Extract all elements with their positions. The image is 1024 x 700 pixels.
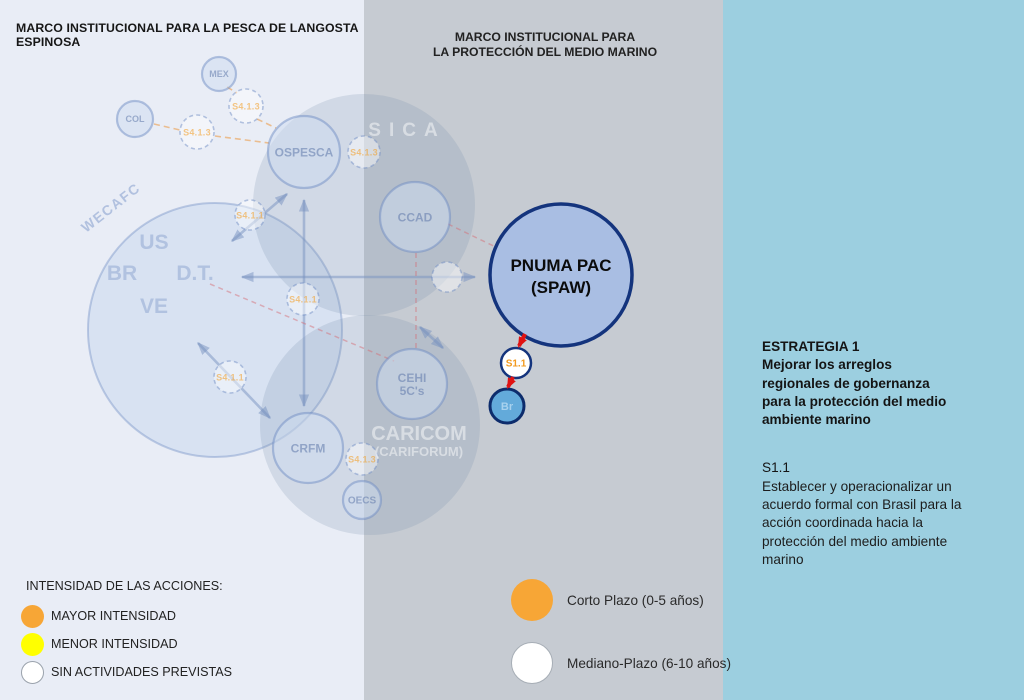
group-circle-wecafc xyxy=(87,202,343,458)
dashed-link-s413-ospesca-2 xyxy=(256,118,277,129)
legend-label: MENOR INTENSIDAD xyxy=(51,637,178,651)
node-label: MEX xyxy=(209,69,229,79)
strategy-item-text: Establecer y operacionalizar un acuerdo … xyxy=(762,478,962,567)
action-circle-s11 xyxy=(499,346,533,380)
legend-row: Mediano-Plazo (6-10 años) xyxy=(511,642,731,684)
node-pnuma-pac-spaw xyxy=(488,202,634,348)
legend-row: MAYOR INTENSIDAD xyxy=(21,602,232,630)
action-circle xyxy=(286,282,320,316)
node-label: COL xyxy=(126,114,146,124)
faded-action-circles: S4.1.3 S4.1.3 S4.1.3 S4.1.1 S4.1.1 S4.1.1 S4.1… xyxy=(179,88,463,476)
timeline-legend: Corto Plazo (0-5 años) Mediano-Plazo (6-… xyxy=(511,579,731,700)
action-label: S4.1.1 xyxy=(216,373,244,383)
pnuma-label-line1: PNUMA PAC xyxy=(510,256,611,275)
no-activity-dot-icon xyxy=(21,660,44,684)
member-label-us: US xyxy=(139,231,168,254)
action-circle xyxy=(179,114,215,150)
dashed-link-s413-ospesca xyxy=(214,135,270,144)
action-label: S4.1.1 xyxy=(289,295,317,305)
action-circle xyxy=(234,199,266,231)
group-label-wecafc: WECAFC xyxy=(78,179,143,235)
marine-panel-title: MARCO INSTITUCIONAL PARA LA PROTECCIÓN D… xyxy=(415,30,675,59)
action-label: S4.1.3 xyxy=(183,128,211,138)
strategy-subtitle: Mejorar los arreglos regionales de gober… xyxy=(762,357,947,428)
node-col xyxy=(115,99,155,139)
legend-label: Mediano-Plazo (6-10 años) xyxy=(567,655,731,671)
major-intensity-dot-icon xyxy=(21,604,44,628)
short-term-dot-icon xyxy=(511,579,553,621)
medium-term-dot-icon xyxy=(511,642,553,684)
member-label-br: BR xyxy=(107,262,137,285)
action-circle xyxy=(228,88,264,124)
strategy-panel-background xyxy=(723,0,1024,700)
intensity-legend-title: INTENSIDAD DE LAS ACCIONES: xyxy=(26,579,223,593)
dashed-link-dt-cehi xyxy=(209,283,395,362)
node-cehi xyxy=(375,347,449,421)
legend-label: MAYOR INTENSIDAD xyxy=(51,609,177,623)
faded-connector-lines xyxy=(153,86,507,419)
member-label-ve: VE xyxy=(140,295,168,318)
strategy-item-id: S1.1 xyxy=(762,460,790,476)
pnuma-label-line2: (SPAW) xyxy=(531,278,591,297)
action-circle xyxy=(431,261,463,293)
node-label: OSPESCA xyxy=(275,145,334,159)
node-crfm xyxy=(271,411,345,485)
dashed-link-mex-s413 xyxy=(226,86,238,94)
strategy-text-block: ESTRATEGIA 1 Mejorar los arreglos region… xyxy=(762,338,1004,569)
action-label-s11: S1.1 xyxy=(506,359,527,370)
member-label-dt: D.T. xyxy=(176,262,213,285)
minor-intensity-dot-icon xyxy=(21,632,44,656)
node-label: OECS xyxy=(348,496,377,507)
strategy-title: ESTRATEGIA 1 xyxy=(762,339,860,354)
node-oecs xyxy=(341,479,383,521)
legend-label: Corto Plazo (0-5 años) xyxy=(567,592,704,608)
node-mex xyxy=(200,55,238,93)
legend-row: Corto Plazo (0-5 años) xyxy=(511,579,731,621)
group-label-caricom: CARICOM xyxy=(371,423,467,445)
legend-label: SIN ACTIVIDADES PREVISTAS xyxy=(51,665,233,679)
group-label-sica: SICA xyxy=(368,120,445,141)
legend-row: MENOR INTENSIDAD xyxy=(21,630,232,658)
node-label: CRFM xyxy=(291,441,326,455)
node-brasil xyxy=(488,387,526,425)
node-label: CCAD xyxy=(398,210,433,224)
action-circle xyxy=(345,442,379,476)
strategy-red-arrows xyxy=(506,333,527,389)
dashed-link-ccad-pnuma xyxy=(447,223,507,253)
action-label: S4.1.1 xyxy=(236,211,264,221)
arrow-wecafc-ospesca xyxy=(231,193,288,242)
group-sublabel-caricom: (CARIFORUM) xyxy=(375,444,463,459)
highlighted-strategy-nodes: PNUMA PAC (SPAW) S1.1 Br xyxy=(488,202,634,425)
marine-panel-title-line2: LA PROTECCIÓN DEL MEDIO MARINO xyxy=(432,44,658,59)
dashed-link-col-s413 xyxy=(153,123,181,131)
legend-row: SIN ACTIVIDADES PREVISTAS xyxy=(21,658,232,686)
action-circle xyxy=(347,135,381,169)
red-arrow-s11-br xyxy=(506,376,516,389)
marine-panel-title-line1: MARCO INSTITUCIONAL PARA xyxy=(454,30,636,44)
arrow-wecafc-crfm xyxy=(197,342,271,419)
node-ospesca xyxy=(266,114,342,190)
action-label: S4.1.3 xyxy=(348,455,376,465)
intensity-legend: INTENSIDAD DE LAS ACCIONES: MAYOR INTENS… xyxy=(21,579,232,686)
action-circle xyxy=(213,360,247,394)
action-label: S4.1.3 xyxy=(232,102,260,112)
red-arrow-pnuma-s11 xyxy=(517,333,527,348)
node-label: 5C's xyxy=(400,384,425,398)
lobster-panel-title: MARCO INSTITUCIONAL PARA LA PESCA DE LAN… xyxy=(16,21,359,49)
action-label: S4.1.3 xyxy=(350,148,378,158)
arrow-cehi-link xyxy=(419,326,444,349)
node-label: CEHI xyxy=(398,371,427,385)
node-ccad xyxy=(378,180,452,254)
node-brasil-label: Br xyxy=(501,401,514,413)
